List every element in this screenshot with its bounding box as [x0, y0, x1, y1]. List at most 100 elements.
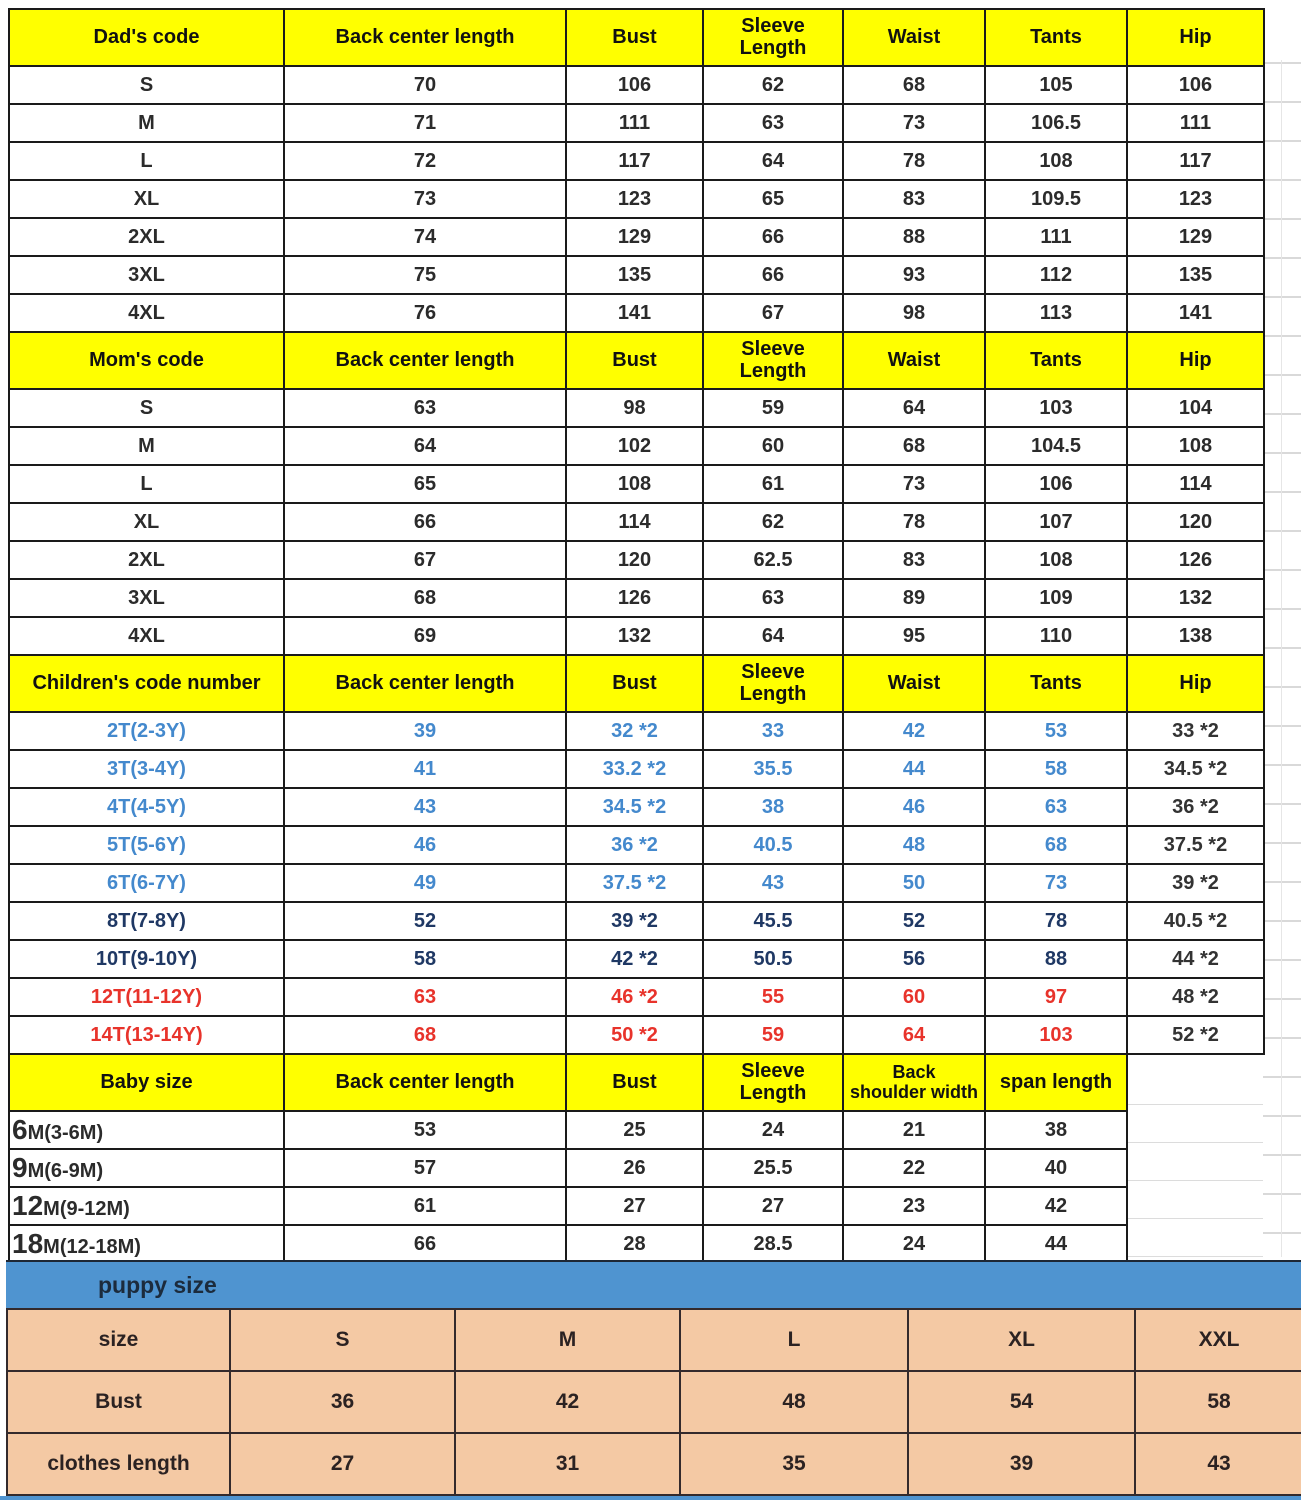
value-cell: XXL [1134, 1308, 1301, 1372]
children-size-table: Children's code number Back center length… [8, 654, 1265, 1055]
value-cell: 35 [679, 1432, 909, 1496]
row-label-cell: 2T(2-3Y) [8, 711, 285, 751]
table-row: XL 73 123 65 83 109.5 123 [8, 179, 1265, 219]
value-cell: 42 [842, 711, 986, 751]
value-cell: 97 [984, 977, 1128, 1017]
row-label-cell: 4T(4-5Y) [8, 787, 285, 827]
column-header: Baby size [8, 1053, 285, 1112]
value-cell: 108 [1126, 426, 1265, 466]
value-cell: 93 [842, 255, 986, 295]
value-cell: 103 [984, 388, 1128, 428]
value-cell: 64 [702, 616, 844, 656]
value-cell: 27 [565, 1186, 704, 1226]
row-label-cell: S [8, 65, 285, 105]
value-cell: 39 *2 [565, 901, 704, 941]
header-row: Children's code number Back center length… [8, 654, 1265, 713]
value-cell: 21 [842, 1110, 986, 1150]
value-cell: 65 [702, 179, 844, 219]
table-row: 2T(2-3Y) 39 32 *2 33 42 53 33 *2 [8, 711, 1265, 751]
row-label-cell: clothes length [6, 1432, 231, 1496]
row-label-cell: 12T(11-12Y) [8, 977, 285, 1017]
value-cell: 78 [842, 502, 986, 542]
value-cell: 123 [1126, 179, 1265, 219]
value-cell: 67 [702, 293, 844, 333]
row-label-cell: 3T(3-4Y) [8, 749, 285, 789]
value-cell: 73 [283, 179, 567, 219]
value-cell: 111 [565, 103, 704, 143]
value-cell: 64 [283, 426, 567, 466]
row-label-cell: 10T(9-10Y) [8, 939, 285, 979]
value-cell: 120 [565, 540, 704, 580]
value-cell: 40 [984, 1148, 1128, 1188]
column-header: Waist [842, 654, 986, 713]
table-row: 2XL 74 129 66 88 111 129 [8, 217, 1265, 257]
value-cell: 44 [842, 749, 986, 789]
puppy-size-band: puppy size [6, 1260, 1301, 1308]
value-cell: 88 [984, 939, 1128, 979]
value-cell: 68 [984, 825, 1128, 865]
row-label-cell: 3XL [8, 578, 285, 618]
mom-size-table: Mom's code Back center length Bust Sleeve L… [8, 331, 1265, 656]
value-cell: 42 [454, 1370, 681, 1434]
table-row: 4T(4-5Y) 43 34.5 *2 38 46 63 36 *2 [8, 787, 1265, 827]
value-cell: 83 [842, 540, 986, 580]
value-cell: 54 [907, 1370, 1136, 1434]
row-label-cell: 14T(13-14Y) [8, 1015, 285, 1055]
value-cell: 59 [702, 388, 844, 428]
table-row: S 63 98 59 64 103 104 [8, 388, 1265, 428]
column-header: Sleeve Length [702, 8, 844, 67]
table-row: 14T(13-14Y) 68 50 *2 59 64 103 52 *2 [8, 1015, 1265, 1055]
value-cell: 62 [702, 502, 844, 542]
value-cell: 66 [283, 502, 567, 542]
value-cell: 65 [283, 464, 567, 504]
value-cell: 53 [283, 1110, 567, 1150]
row-label-cell: 18M(12-18M) [8, 1224, 285, 1264]
puppy-size-table: size S M L XL XXL Bust 36 42 48 54 58 clothes length… [6, 1308, 1301, 1496]
value-cell: 78 [984, 901, 1128, 941]
value-cell: XL [907, 1308, 1136, 1372]
value-cell: 36 *2 [565, 825, 704, 865]
value-cell: 27 [229, 1432, 456, 1496]
column-header: Sleeve Length [702, 331, 844, 390]
column-header: Mom's code [8, 331, 285, 390]
value-cell: 98 [842, 293, 986, 333]
value-cell: 89 [842, 578, 986, 618]
row-label-cell: 4XL [8, 293, 285, 333]
value-cell: 111 [1126, 103, 1265, 143]
row-label-cell: 6M(3-6M) [8, 1110, 285, 1150]
column-header: Bust [565, 331, 704, 390]
value-cell: 71 [283, 103, 567, 143]
header-row: Baby size Back center length Bust Sleeve Le… [8, 1053, 1128, 1112]
value-cell: 117 [1126, 141, 1265, 181]
value-cell: 64 [702, 141, 844, 181]
value-cell: 22 [842, 1148, 986, 1188]
value-cell: 66 [283, 1224, 567, 1264]
value-cell: 63 [984, 787, 1128, 827]
value-cell: 109 [984, 578, 1128, 618]
row-label-cell: S [8, 388, 285, 428]
column-header: Tants [984, 8, 1128, 67]
value-cell: 59 [702, 1015, 844, 1055]
value-cell: 31 [454, 1432, 681, 1496]
sheet-gridlines-baby [1126, 1104, 1263, 1259]
row-label-cell: L [8, 141, 285, 181]
column-header: Sleeve Length [702, 654, 844, 713]
table-row: M 64 102 60 68 104.5 108 [8, 426, 1265, 466]
value-cell: 52 *2 [1126, 1015, 1265, 1055]
value-cell: 63 [702, 103, 844, 143]
value-cell: 126 [1126, 540, 1265, 580]
value-cell: 34.5 *2 [1126, 749, 1265, 789]
table-row: clothes length 27 31 35 39 43 [6, 1432, 1301, 1496]
value-cell: 58 [984, 749, 1128, 789]
row-label-cell: 8T(7-8Y) [8, 901, 285, 941]
value-cell: 129 [565, 217, 704, 257]
value-cell: 104 [1126, 388, 1265, 428]
value-cell: 41 [283, 749, 567, 789]
table-row: 8T(7-8Y) 52 39 *2 45.5 52 78 40.5 *2 [8, 901, 1265, 941]
value-cell: 132 [565, 616, 704, 656]
value-cell: 64 [842, 1015, 986, 1055]
value-cell: 98 [565, 388, 704, 428]
value-cell: 44 *2 [1126, 939, 1265, 979]
value-cell: 62 [702, 65, 844, 105]
table-row: 3XL 68 126 63 89 109 132 [8, 578, 1265, 618]
